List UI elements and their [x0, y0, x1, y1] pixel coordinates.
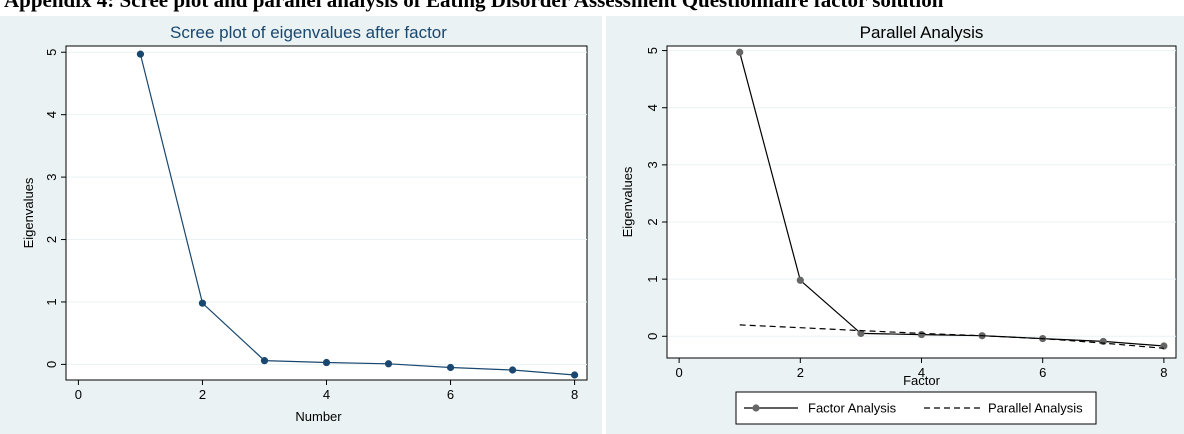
y-tick-label: 1: [645, 276, 660, 283]
page-heading: Appendix 4: Scree plot and parallel anal…: [4, 0, 944, 12]
x-tick-label: 2: [199, 387, 206, 402]
x-tick-label: 4: [918, 365, 925, 380]
y-tick-label: 3: [44, 173, 59, 180]
x-tick-label: 2: [797, 365, 804, 380]
legend-label: Factor Analysis: [808, 401, 897, 416]
data-point: [198, 299, 207, 307]
y-tick-label: 3: [645, 161, 660, 168]
plot-area: [666, 45, 1177, 359]
y-tick-label: 0: [44, 361, 59, 368]
data-point: [736, 48, 744, 56]
scree-plot-chart: 0 1 2 3 4 5 0 2 4 6 8 Scree plot of eigenvalues aft…: [21, 23, 588, 424]
y-tick-label: 4: [645, 104, 660, 111]
y-tick-label: 0: [645, 333, 660, 340]
y-tick-label: 2: [645, 218, 660, 225]
data-point: [508, 366, 517, 374]
parallel-analysis-chart: 0 1 2 3 4 5 0 2 4 6 8 Parallel Analysis Factor Eigenv…: [620, 23, 1177, 425]
y-axis-label: Eigenvalues: [21, 177, 36, 248]
x-tick-label: 8: [1160, 365, 1167, 380]
y-tick-label: 5: [44, 49, 59, 56]
plot-area: [65, 45, 588, 381]
x-tick-label: 0: [75, 387, 82, 402]
x-tick-label: 8: [571, 387, 578, 402]
y-axis-label: Eigenvalues: [620, 166, 635, 237]
y-tick-label: 5: [645, 47, 660, 54]
x-axis-label: Factor: [903, 373, 941, 388]
x-tick-label: 6: [1039, 365, 1046, 380]
data-point: [322, 358, 331, 367]
y-tick-label: 4: [44, 111, 59, 118]
y-tick-label: 1: [44, 298, 59, 305]
x-tick-label: 6: [447, 387, 454, 402]
y-tick-label: 2: [44, 236, 59, 243]
scree-plot-panel: 0 1 2 3 4 5 0 2 4 6 8 Scree plot of eigenvalues aft…: [0, 16, 602, 434]
series-line: [739, 324, 1164, 349]
data-point: [917, 330, 926, 339]
data-point: [570, 371, 579, 379]
legend-swatch-marker: [752, 404, 760, 412]
x-tick-label: 4: [323, 387, 330, 402]
data-point: [857, 329, 865, 338]
parallel-analysis-panel: 0 1 2 3 4 5 0 2 4 6 8 Parallel Analysis Factor Eigenv…: [606, 16, 1184, 434]
data-point: [796, 276, 804, 284]
x-axis-label: Number: [295, 409, 342, 424]
x-tick-label: 0: [676, 365, 683, 380]
chart-title: Parallel Analysis: [860, 23, 984, 42]
data-point: [384, 360, 393, 368]
data-point: [136, 50, 145, 58]
legend-label: Parallel Analysis: [988, 401, 1083, 416]
data-point: [446, 363, 455, 372]
chart-title: Scree plot of eigenvalues after factor: [170, 23, 447, 42]
series-line: [139, 53, 575, 376]
data-point: [260, 357, 269, 365]
data-point: [1099, 337, 1107, 346]
